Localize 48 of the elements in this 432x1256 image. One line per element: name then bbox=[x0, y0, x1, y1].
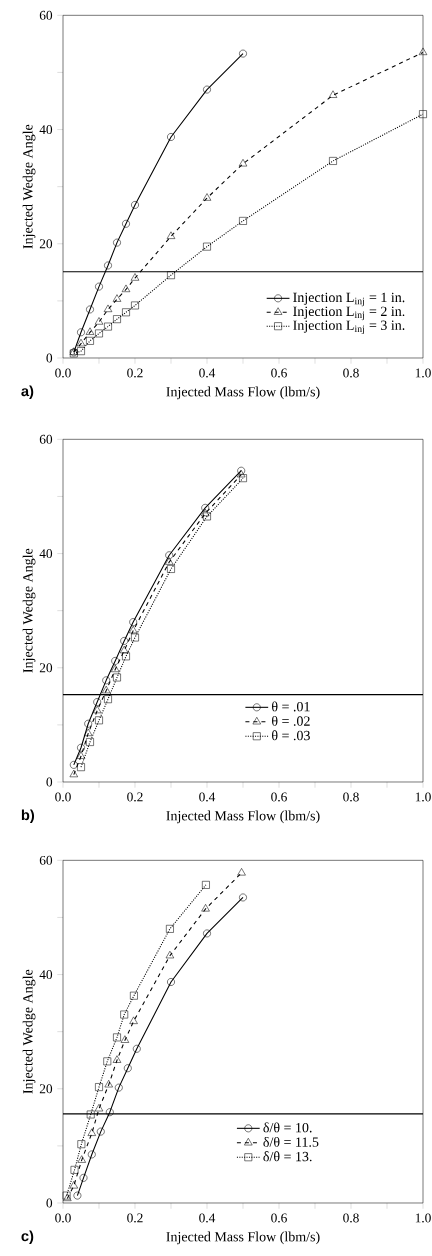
x-axis-title: Injected Mass Flow (lbm/s) bbox=[166, 810, 320, 824]
x-tick-label: 0.0 bbox=[55, 368, 71, 378]
y-tick-label: 40 bbox=[39, 549, 53, 559]
x-tick-label: 0.2 bbox=[127, 1213, 143, 1223]
x-tick-label: 0.6 bbox=[271, 1213, 287, 1223]
legend-label: θ = .02 bbox=[272, 715, 310, 726]
y-tick-label: 0 bbox=[46, 353, 53, 363]
y-tick-label: 40 bbox=[39, 125, 53, 135]
x-tick-label: 0.0 bbox=[55, 792, 71, 802]
y-tick-label: 40 bbox=[39, 970, 53, 980]
y-axis-title: Injected Wedge Angle bbox=[22, 548, 36, 673]
x-tick-label: 0.2 bbox=[127, 792, 143, 802]
text: b) bbox=[21, 809, 35, 824]
x-tick-label: 0.6 bbox=[271, 792, 287, 802]
x-tick-label: 0.8 bbox=[343, 368, 359, 378]
legend-label: δ/θ = 10. bbox=[263, 1122, 312, 1133]
y-tick-label: 20 bbox=[39, 1084, 53, 1094]
x-tick-label: 0.0 bbox=[55, 1213, 71, 1223]
y-tick-label: 0 bbox=[46, 777, 53, 787]
y-tick-label: 20 bbox=[39, 663, 53, 673]
x-tick-label: 1.0 bbox=[415, 368, 431, 378]
x-tick-label: 0.4 bbox=[199, 792, 216, 802]
y-tick-label: 60 bbox=[39, 855, 53, 865]
x-tick-label: 1.0 bbox=[415, 792, 431, 802]
x-tick-label: 1.0 bbox=[415, 1213, 431, 1223]
legend-label: δ/θ = 13. bbox=[263, 1151, 312, 1162]
text: c) bbox=[21, 1230, 34, 1245]
y-tick-label: 60 bbox=[39, 434, 53, 444]
y-tick-label: 0 bbox=[46, 1198, 53, 1208]
y-axis-title: Injected Wedge Angle bbox=[22, 969, 36, 1094]
y-tick-label: 60 bbox=[39, 10, 53, 20]
text: a) bbox=[21, 385, 34, 400]
legend-label: Injection L$_{inj}$ = 2 in. bbox=[293, 306, 405, 321]
legend-label: δ/θ = 11.5 bbox=[263, 1136, 319, 1147]
x-tick-label: 0.2 bbox=[127, 368, 143, 378]
legend-label: Injection L$_{inj}$ = 3 in. bbox=[293, 320, 405, 335]
legend-label: θ = .03 bbox=[272, 730, 310, 741]
legend-label: θ = .01 bbox=[272, 701, 310, 712]
y-axis-title: Injected Wedge Angle bbox=[22, 124, 36, 249]
x-tick-label: 0.6 bbox=[271, 368, 287, 378]
x-tick-label: 0.4 bbox=[199, 1213, 216, 1223]
legend-label: Injection L$_{inj}$ = 1 in. bbox=[293, 292, 405, 307]
x-tick-label: 0.4 bbox=[199, 368, 216, 378]
x-axis-title: Injected Mass Flow (lbm/s) bbox=[166, 1231, 320, 1245]
x-tick-label: 0.8 bbox=[343, 792, 359, 802]
x-tick-label: 0.8 bbox=[343, 1213, 359, 1223]
x-axis-title: Injected Mass Flow (lbm/s) bbox=[166, 386, 320, 400]
y-tick-label: 20 bbox=[39, 239, 53, 249]
